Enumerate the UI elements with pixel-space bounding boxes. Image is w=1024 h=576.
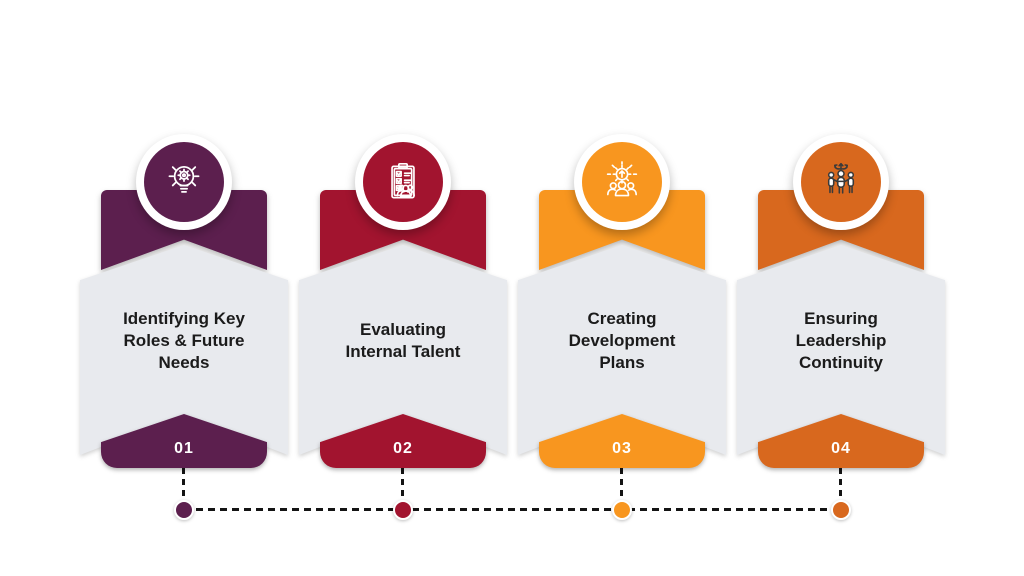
timeline-dot bbox=[831, 500, 851, 520]
step-icon-circle bbox=[793, 134, 889, 230]
step-card-3: Creating Development Plans 03 bbox=[518, 0, 726, 576]
step-title: Ensuring Leadership Continuity bbox=[796, 308, 887, 374]
connector-vertical-line bbox=[620, 468, 623, 502]
title-line: Identifying Key bbox=[123, 309, 245, 328]
step-number: 04 bbox=[831, 440, 851, 457]
connector-vertical-line bbox=[401, 468, 404, 502]
step-icon-circle bbox=[574, 134, 670, 230]
step-icon-circle bbox=[355, 134, 451, 230]
timeline-horizontal-line bbox=[184, 508, 841, 511]
checklist-people-icon bbox=[391, 162, 415, 199]
step-card-1: Identifying Key Roles & Future Needs 01 bbox=[80, 0, 288, 576]
title-line: Ensuring bbox=[804, 309, 878, 328]
step-number: 02 bbox=[393, 440, 413, 457]
timeline-dot bbox=[612, 500, 632, 520]
step-title: Identifying Key Roles & Future Needs bbox=[123, 308, 245, 374]
title-line: Needs bbox=[158, 353, 210, 372]
number-chevron: 01 bbox=[101, 414, 267, 468]
title-line: Leadership bbox=[795, 331, 887, 350]
timeline-dot bbox=[174, 500, 194, 520]
step-card-4: Ensuring Leadership Continuity 04 bbox=[737, 0, 945, 576]
number-chevron: 03 bbox=[539, 414, 705, 468]
connector-vertical-line bbox=[839, 468, 842, 502]
title-line: Development bbox=[568, 331, 676, 350]
leadership-team-icon bbox=[827, 162, 855, 194]
timeline-dot bbox=[393, 500, 413, 520]
team-idea-gear-icon bbox=[606, 161, 638, 197]
step-card-2: Evaluating Internal Talent 02 bbox=[299, 0, 507, 576]
step-number: 01 bbox=[174, 440, 194, 457]
step-icon-circle bbox=[136, 134, 232, 230]
step-number: 03 bbox=[612, 440, 632, 457]
number-chevron: 02 bbox=[320, 414, 486, 468]
title-line: Continuity bbox=[798, 353, 884, 372]
title-line: Creating bbox=[587, 309, 657, 328]
lightbulb-gear-icon bbox=[168, 166, 200, 193]
title-line: Internal Talent bbox=[345, 342, 461, 361]
title-line: Evaluating bbox=[360, 320, 446, 339]
step-title: Creating Development Plans bbox=[569, 308, 676, 374]
title-line: Roles & Future bbox=[123, 331, 245, 350]
number-chevron: 04 bbox=[758, 414, 924, 468]
title-line: Plans bbox=[599, 353, 645, 372]
step-title: Evaluating Internal Talent bbox=[346, 319, 461, 363]
connector-vertical-line bbox=[182, 468, 185, 502]
